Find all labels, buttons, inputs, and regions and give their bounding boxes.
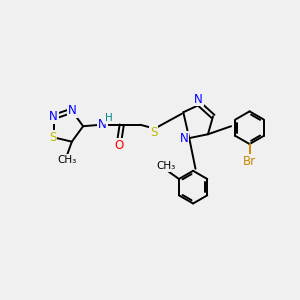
- Text: Br: Br: [243, 155, 256, 168]
- Text: N: N: [194, 93, 203, 106]
- Text: H: H: [105, 113, 113, 123]
- Text: O: O: [115, 139, 124, 152]
- Text: CH₃: CH₃: [157, 161, 176, 172]
- Text: S: S: [49, 131, 56, 144]
- Text: N: N: [49, 110, 58, 123]
- Text: N: N: [179, 132, 188, 145]
- Text: CH₃: CH₃: [58, 154, 77, 164]
- Text: S: S: [150, 126, 157, 139]
- Text: N: N: [68, 104, 77, 117]
- Text: N: N: [98, 118, 107, 131]
